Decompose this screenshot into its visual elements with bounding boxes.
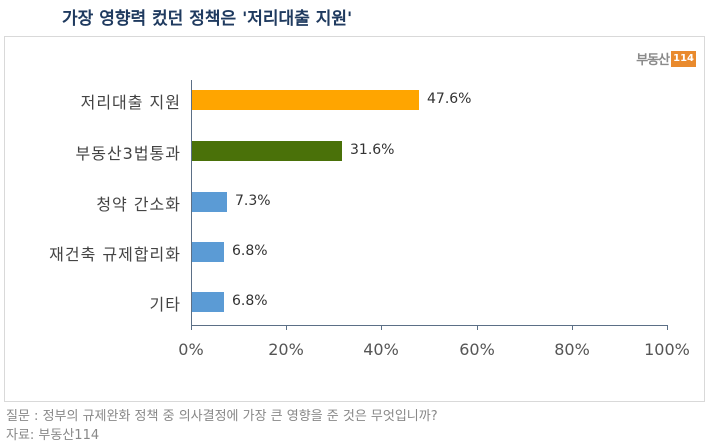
x-axis	[191, 325, 668, 326]
chart-title: 가장 영향력 컸던 정책은 '저리대출 지원'	[62, 9, 353, 29]
brand-logo: 부동산 114	[636, 49, 696, 68]
category-label: 기타	[149, 295, 181, 314]
x-tick-label: 0%	[178, 340, 204, 359]
value-label: 6.8%	[232, 293, 268, 309]
x-tick	[667, 325, 668, 330]
x-tick	[477, 325, 478, 330]
value-label: 31.6%	[350, 142, 395, 158]
value-label: 7.3%	[235, 193, 271, 209]
bar	[192, 292, 224, 312]
value-label: 47.6%	[427, 91, 472, 107]
x-tick	[572, 325, 573, 330]
logo-text: 부동산	[636, 53, 670, 68]
category-label: 저리대출 지원	[80, 93, 181, 112]
x-tick-label: 40%	[363, 340, 399, 359]
category-label: 재건축 규제합리화	[49, 245, 181, 264]
x-tick	[191, 325, 192, 330]
value-label: 6.8%	[232, 243, 268, 259]
category-label: 부동산3법통과	[75, 144, 181, 163]
survey-question: 질문 : 정부의 규제완화 정책 중 의사결정에 가장 큰 영향을 준 것은 무…	[6, 409, 438, 424]
x-tick	[381, 325, 382, 330]
x-tick-label: 80%	[554, 340, 590, 359]
x-tick-label: 100%	[644, 340, 690, 359]
bar	[192, 141, 342, 161]
bar	[192, 242, 224, 262]
logo-badge: 114	[671, 50, 696, 67]
x-tick-label: 20%	[268, 340, 304, 359]
x-tick	[286, 325, 287, 330]
bar	[192, 90, 419, 110]
x-tick-label: 60%	[459, 340, 495, 359]
y-axis	[191, 80, 192, 325]
category-label: 청약 간소화	[96, 195, 181, 214]
bar	[192, 192, 227, 212]
source-note: 자료: 부동산114	[6, 428, 100, 443]
